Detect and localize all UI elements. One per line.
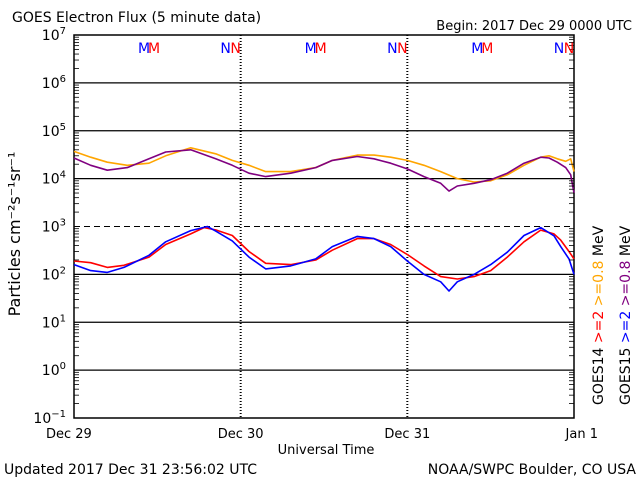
series-line — [73, 225, 575, 292]
y-axis-label: Particles cm⁻²s⁻¹sr⁻¹ — [5, 152, 24, 317]
legend-goes14: GOES14 >=2 >=0.8 MeV — [591, 225, 607, 405]
marker-label: N — [220, 41, 230, 57]
legend-goes15-entry: >=0.8 — [618, 261, 634, 311]
x-tick-label: Jan 1 — [565, 427, 598, 442]
series-line — [73, 149, 575, 194]
plot-area — [73, 34, 575, 419]
y-tick-label: 100 — [42, 361, 66, 379]
marker-label: M — [148, 41, 160, 57]
mn-markers: MM N N MM N N MM N N — [138, 41, 574, 57]
x-tick-label: Dec 30 — [218, 427, 264, 442]
x-tick-label: Dec 29 — [46, 427, 92, 442]
legend-goes14-unit: MeV — [591, 225, 607, 260]
legend-goes15-entry: GOES15 — [618, 348, 634, 405]
x-tick-label: Dec 31 — [384, 427, 430, 442]
y-axis: 107 106 105 104 103 102 101 100 10−1 — [33, 26, 574, 427]
marker-label: M — [481, 41, 493, 57]
legend-goes15-unit: MeV — [618, 225, 634, 260]
y-tick-label: 107 — [42, 26, 66, 44]
y-tick-label: 101 — [42, 313, 66, 331]
y-tick-label: 102 — [42, 265, 66, 283]
marker-label: N — [387, 41, 397, 57]
series-line — [73, 226, 575, 280]
marker-label: N — [397, 41, 407, 57]
legend-goes14-entry: >=2 — [591, 311, 607, 348]
y-tick-label: 105 — [42, 122, 66, 140]
x-axis-label: Universal Time — [278, 443, 375, 458]
y-tick-label: 106 — [42, 74, 66, 92]
marker-label: M — [138, 41, 150, 57]
legend-goes15-entry: >=2 — [618, 311, 634, 348]
credit-label: NOAA/SWPC Boulder, CO USA — [428, 462, 637, 478]
marker-label: M — [471, 41, 483, 57]
y-tick-label: 10−1 — [33, 409, 66, 427]
legend-goes14-entry: GOES14 — [591, 347, 607, 405]
x-axis: Dec 29 Dec 30 Dec 31 Jan 1 — [46, 427, 598, 442]
marker-label: N — [554, 41, 564, 57]
y-tick-label: 104 — [42, 170, 66, 188]
legend-goes15: GOES15 >=2 >=0.8 MeV — [618, 225, 634, 405]
marker-label: M — [305, 41, 317, 57]
marker-label: M — [315, 41, 327, 57]
chart-title: GOES Electron Flux (5 minute data) — [12, 10, 261, 26]
begin-label: Begin: 2017 Dec 29 0000 UTC — [436, 19, 632, 34]
legend-goes14-entry: >=0.8 — [591, 261, 607, 311]
marker-label: N — [564, 41, 574, 57]
y-tick-label: 103 — [42, 218, 66, 236]
series-layer — [73, 147, 575, 292]
marker-label: N — [230, 41, 240, 57]
updated-label: Updated 2017 Dec 31 23:56:02 UTC — [4, 462, 257, 478]
